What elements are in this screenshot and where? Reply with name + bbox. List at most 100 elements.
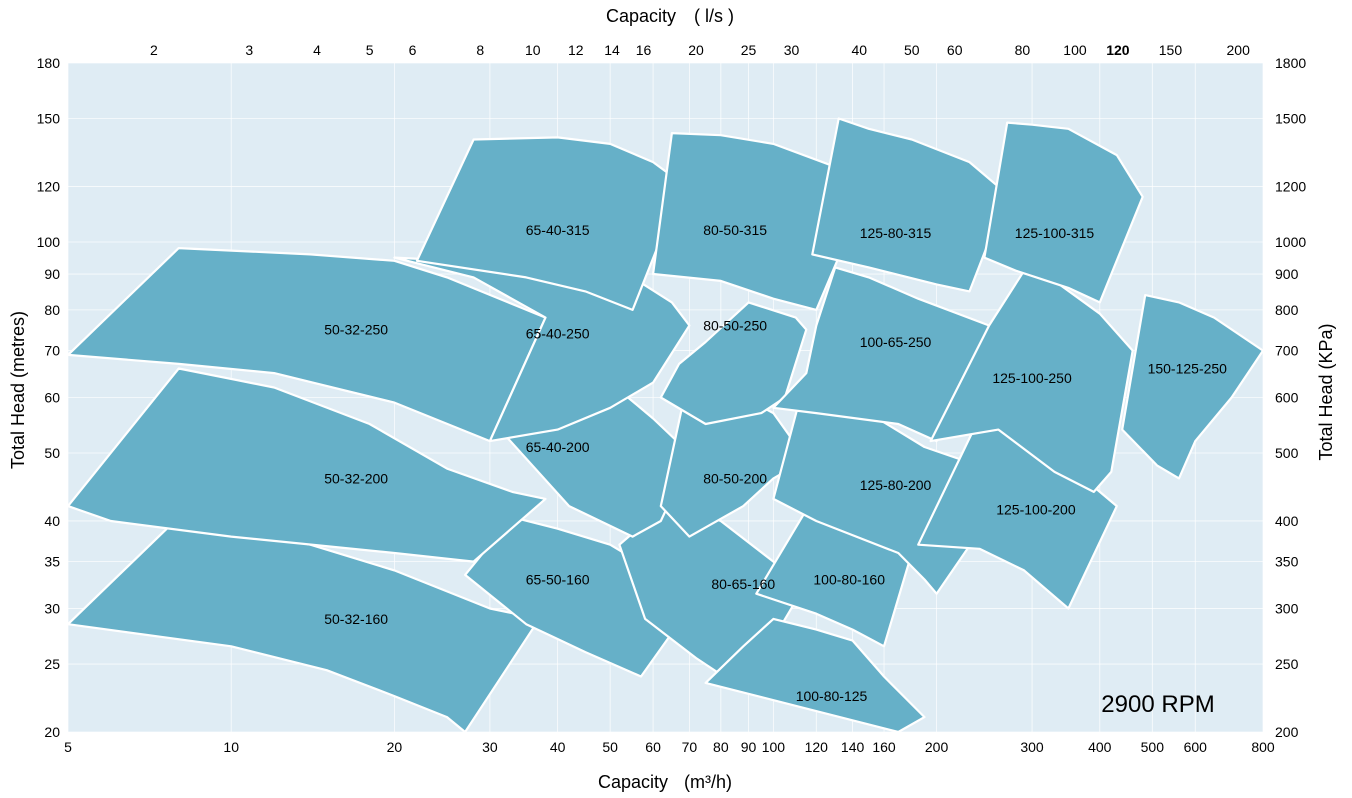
pump-regions bbox=[66, 117, 1265, 734]
x-top-tick-label: 4 bbox=[313, 42, 321, 58]
x-top-tick-label: 40 bbox=[851, 42, 867, 58]
pump-region-label: 50-32-200 bbox=[324, 470, 388, 486]
x-bottom-tick-label: 50 bbox=[602, 739, 618, 755]
x-bottom-tick-label: 70 bbox=[682, 739, 698, 755]
x-bottom-tick-label: 500 bbox=[1141, 739, 1165, 755]
pump-region-label: 125-100-315 bbox=[1015, 225, 1095, 241]
x-top-tick-label: 8 bbox=[476, 42, 484, 58]
x-top-tick-label: 150 bbox=[1159, 42, 1183, 58]
x-top-tick-label: 6 bbox=[409, 42, 417, 58]
x-bottom-tick-label: 160 bbox=[872, 739, 896, 755]
pump-region-label: 100-65-250 bbox=[860, 334, 932, 350]
x-top-tick-label: 30 bbox=[784, 42, 800, 58]
y-right-tick-label: 800 bbox=[1275, 302, 1299, 318]
y-right-tick-label: 500 bbox=[1275, 445, 1299, 461]
pump-region-label: 80-50-315 bbox=[703, 222, 767, 238]
pump-region-label: 65-40-250 bbox=[526, 326, 590, 342]
pump-region-100-80-125 bbox=[704, 617, 926, 734]
pump-region-100-65-250 bbox=[772, 266, 991, 443]
y-left-tick-label: 40 bbox=[44, 513, 60, 529]
x-top-tick-label: 80 bbox=[1015, 42, 1031, 58]
y-left-ticks: 20 25 30 35 40 50 60 70 80 90 100 120 150 180 bbox=[37, 55, 61, 740]
y-right-tick-label: 1800 bbox=[1275, 55, 1306, 71]
y-right-tick-label: 200 bbox=[1275, 724, 1299, 740]
x-bottom-tick-label: 30 bbox=[482, 739, 498, 755]
x-bottom-tick-label: 140 bbox=[841, 739, 865, 755]
pump-region-150-125-250 bbox=[1121, 294, 1265, 480]
pump-region-label: 125-80-315 bbox=[860, 225, 932, 241]
x-bottom-tick-label: 200 bbox=[925, 739, 949, 755]
rpm-annotation: 2900 RPM bbox=[1101, 691, 1214, 718]
pump-region-label: 80-50-200 bbox=[703, 470, 767, 486]
x-top-ticks: 2 3 4 5 6 8 10 12 14 16 20 25 30 40 50 60 80 100 120 150 200 bbox=[150, 42, 1250, 58]
pump-region-125-100-315 bbox=[983, 121, 1144, 304]
x-bottom-axis-title: Capacity (m³/h) bbox=[598, 772, 732, 792]
x-top-tick-label: 5 bbox=[366, 42, 374, 58]
x-top-tick-label: 14 bbox=[604, 42, 620, 58]
y-right-tick-label: 300 bbox=[1275, 601, 1299, 617]
y-left-tick-label: 120 bbox=[37, 178, 61, 194]
pump-region-label: 100-80-160 bbox=[813, 572, 885, 588]
pump-region-label: 100-80-125 bbox=[796, 688, 868, 704]
x-bottom-tick-label: 600 bbox=[1184, 739, 1208, 755]
pump-region-label: 125-80-200 bbox=[860, 477, 932, 493]
x-top-tick-label: 3 bbox=[245, 42, 253, 58]
x-top-tick-label: 10 bbox=[525, 42, 541, 58]
y-right-tick-label: 1500 bbox=[1275, 111, 1306, 127]
y-left-tick-label: 35 bbox=[44, 554, 60, 570]
y-right-axis-title: Total Head (KPa) bbox=[1316, 323, 1336, 460]
x-top-tick-label: 60 bbox=[947, 42, 963, 58]
pump-region-125-100-250 bbox=[929, 269, 1134, 493]
x-top-tick-label: 25 bbox=[741, 42, 757, 58]
x-top-tick-label: 16 bbox=[636, 42, 652, 58]
pump-region-labels: 50-32-160 65-50-160 80-65-160 100-80-160 100… bbox=[324, 222, 1227, 704]
x-bottom-tick-label: 120 bbox=[805, 739, 829, 755]
y-left-tick-label: 70 bbox=[44, 343, 60, 359]
pump-region-125-80-315 bbox=[811, 117, 1009, 293]
x-bottom-ticks: 5 10 20 30 40 50 60 70 80 90 100 120 140 160 200 300 400… bbox=[64, 739, 1275, 755]
x-bottom-tick-label: 400 bbox=[1088, 739, 1112, 755]
y-right-tick-label: 1200 bbox=[1275, 178, 1306, 194]
x-bottom-tick-label: 5 bbox=[64, 739, 72, 755]
y-right-tick-label: 1000 bbox=[1275, 234, 1306, 250]
y-left-tick-label: 20 bbox=[44, 724, 60, 740]
x-top-tick-label: 120 bbox=[1106, 42, 1130, 58]
y-left-tick-label: 60 bbox=[44, 390, 60, 406]
x-top-tick-label: 2 bbox=[150, 42, 158, 58]
y-right-tick-label: 400 bbox=[1275, 513, 1299, 529]
pump-region-label: 65-40-315 bbox=[526, 222, 590, 238]
x-top-tick-label: 50 bbox=[904, 42, 920, 58]
pump-region-label: 65-50-160 bbox=[526, 572, 590, 588]
x-bottom-tick-label: 300 bbox=[1020, 739, 1044, 755]
pump-region-label: 125-100-250 bbox=[992, 370, 1072, 386]
x-bottom-tick-label: 20 bbox=[387, 739, 403, 755]
x-top-tick-label: 12 bbox=[568, 42, 584, 58]
y-left-tick-label: 100 bbox=[37, 234, 61, 250]
pump-region-label: 65-40-200 bbox=[526, 439, 590, 455]
pump-region-label: 50-32-250 bbox=[324, 322, 388, 338]
y-left-tick-label: 50 bbox=[44, 445, 60, 461]
y-left-tick-label: 25 bbox=[44, 656, 60, 672]
pump-region-label: 80-65-160 bbox=[711, 576, 775, 592]
x-top-tick-label: 100 bbox=[1063, 42, 1087, 58]
y-right-tick-label: 600 bbox=[1275, 390, 1299, 406]
y-left-tick-label: 180 bbox=[37, 55, 61, 71]
x-bottom-tick-label: 90 bbox=[741, 739, 757, 755]
y-left-axis-title: Total Head (metres) bbox=[8, 311, 28, 469]
pump-region-80-50-250 bbox=[659, 301, 808, 426]
y-right-tick-label: 700 bbox=[1275, 343, 1299, 359]
pump-region-label: 50-32-160 bbox=[324, 611, 388, 627]
x-bottom-tick-label: 100 bbox=[762, 739, 786, 755]
y-right-tick-label: 350 bbox=[1275, 554, 1299, 570]
pump-region-50-32-200 bbox=[66, 367, 547, 563]
x-top-tick-label: 200 bbox=[1227, 42, 1251, 58]
x-top-axis-title: Capacity( l/s ) bbox=[606, 6, 734, 26]
y-right-tick-label: 900 bbox=[1275, 266, 1299, 282]
x-bottom-tick-label: 800 bbox=[1251, 739, 1275, 755]
pump-region-label: 80-50-250 bbox=[703, 318, 767, 334]
pump-region-label: 125-100-200 bbox=[996, 502, 1076, 518]
pump-region-label: 150-125-250 bbox=[1148, 360, 1228, 376]
y-right-ticks: 200 250 300 350 400 500 600 700 800 900 1000 1200 15… bbox=[1275, 55, 1306, 740]
x-bottom-tick-label: 60 bbox=[645, 739, 661, 755]
